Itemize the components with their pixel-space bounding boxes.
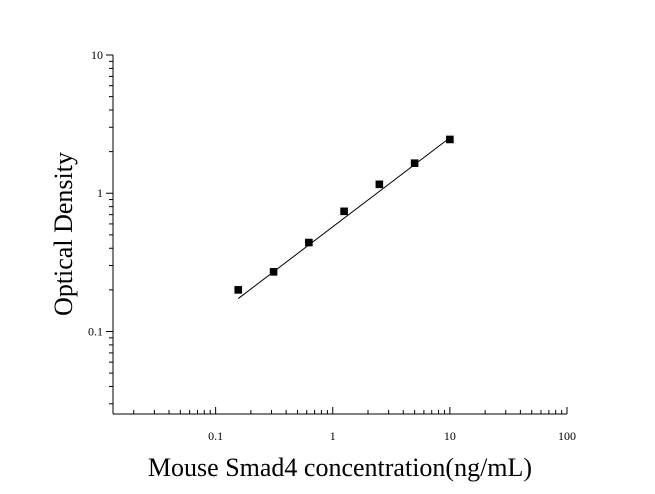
y-tick-label: 1 xyxy=(97,186,103,200)
data-point xyxy=(375,180,384,189)
x-tick-label: 10 xyxy=(444,429,456,443)
data-point xyxy=(305,238,313,247)
y-axis-title: Optical Density xyxy=(49,152,78,316)
data-point xyxy=(410,159,419,167)
x-tick-label: 1 xyxy=(330,429,336,443)
x-axis-ticks: 0.1 1 10 100 xyxy=(133,407,576,443)
data-points xyxy=(234,135,454,294)
y-tick-label: 0.1 xyxy=(88,324,103,338)
plot-area: 0.1 1 10 100 0.1 1 10 xyxy=(88,48,576,443)
x-tick-label: 100 xyxy=(558,429,576,443)
data-point xyxy=(269,268,278,276)
y-axis-ticks: 0.1 1 10 xyxy=(88,48,113,405)
data-point xyxy=(446,135,454,144)
y-tick-label: 10 xyxy=(91,48,103,62)
data-point xyxy=(234,286,243,294)
data-point xyxy=(340,207,348,216)
x-axis-title: Mouse Smad4 concentration(ng/mL) xyxy=(148,453,532,482)
x-tick-label: 0.1 xyxy=(208,429,223,443)
